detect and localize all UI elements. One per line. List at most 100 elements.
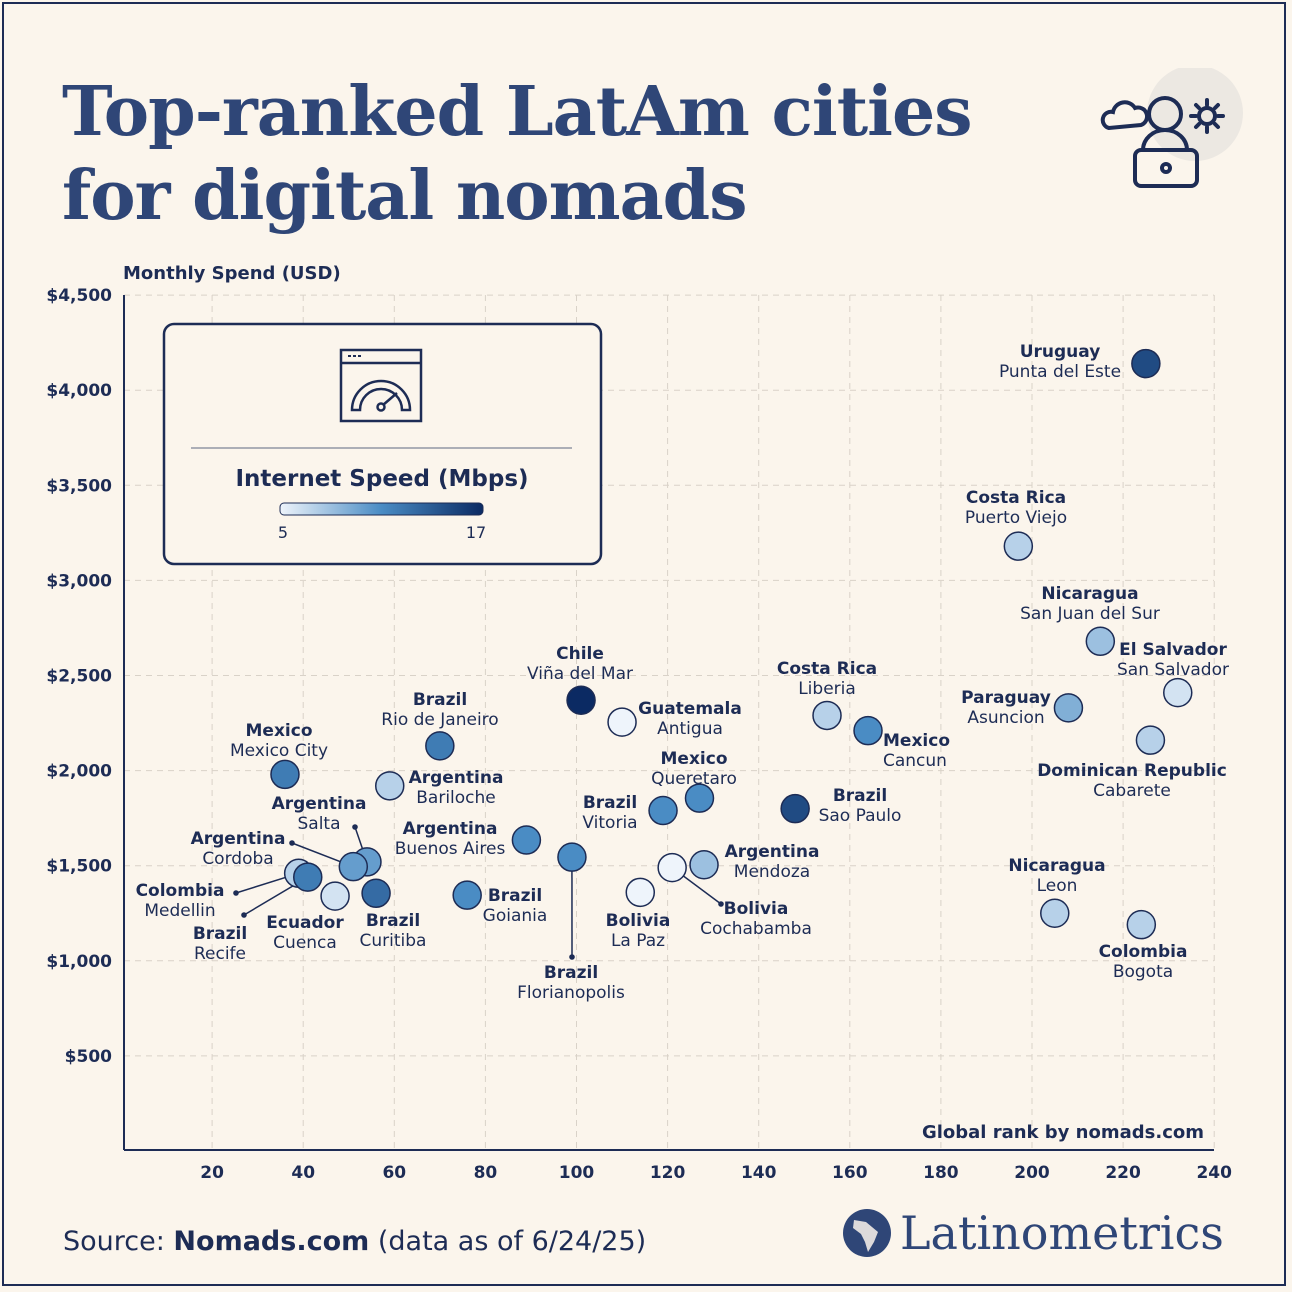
- point-city-label: Leon: [1037, 876, 1078, 896]
- point-city-label: Queretaro: [651, 769, 737, 789]
- legend-title: Internet Speed (Mbps): [235, 466, 528, 492]
- x-tick-label: 60: [382, 1163, 406, 1183]
- point-city-label: San Juan del Sur: [1020, 604, 1160, 624]
- brand-name: Latinometrics: [900, 1206, 1224, 1260]
- point-city-label: Bariloche: [416, 788, 496, 808]
- data-point[interactable]: [320, 881, 350, 911]
- point-country-label: Colombia: [136, 881, 225, 901]
- point-city-label: Salta: [297, 814, 340, 834]
- title-line-1: Top-ranked LatAm cities: [62, 72, 973, 152]
- x-tick-label: 20: [200, 1163, 224, 1183]
- data-point[interactable]: [1003, 531, 1034, 561]
- data-point[interactable]: [1053, 693, 1084, 723]
- point-city-label: Viña del Mar: [527, 664, 633, 684]
- x-tick-label: 160: [832, 1163, 868, 1183]
- x-tick-label: 220: [1105, 1163, 1141, 1183]
- data-point[interactable]: [374, 771, 405, 801]
- data-point[interactable]: [1135, 725, 1166, 755]
- data-point[interactable]: [1163, 677, 1193, 708]
- browser-speedometer-icon: [339, 348, 423, 423]
- leader-dot: [352, 824, 358, 830]
- point-country-label: Costa Rica: [777, 659, 877, 679]
- data-point[interactable]: [452, 880, 482, 910]
- data-point[interactable]: [338, 851, 369, 882]
- legend-color-bar: [279, 502, 484, 516]
- leader-dot: [241, 912, 247, 918]
- point-country-label: Brazil: [488, 886, 542, 906]
- point-city-label: La Paz: [611, 931, 665, 951]
- point-city-label: Buenos Aires: [395, 839, 506, 859]
- point-country-label: El Salvador: [1119, 640, 1227, 660]
- point-city-label: Cuenca: [273, 933, 337, 953]
- data-point[interactable]: [648, 795, 678, 826]
- point-city-label: Cochabamba: [700, 919, 812, 939]
- point-country-label: Brazil: [583, 793, 637, 813]
- source-suffix: (data as of 6/24/25): [369, 1226, 647, 1257]
- data-point[interactable]: [780, 793, 810, 824]
- point-country-label: Colombia: [1099, 942, 1188, 962]
- data-point[interactable]: [566, 685, 596, 715]
- y-tick-label: $2,000: [46, 762, 112, 782]
- data-point[interactable]: [1085, 626, 1116, 657]
- x-tick-label: 80: [474, 1163, 498, 1183]
- point-country-label: Brazil: [544, 963, 598, 983]
- x-tick-label: 180: [923, 1163, 959, 1183]
- point-country-label: Chile: [556, 644, 604, 664]
- point-city-label: Puerto Viejo: [965, 508, 1067, 528]
- point-country-label: Brazil: [193, 924, 247, 944]
- y-axis-label: Monthly Spend (USD): [123, 263, 341, 284]
- data-point[interactable]: [1040, 898, 1070, 928]
- point-country-label: Argentina: [191, 829, 286, 849]
- leader-dot: [718, 901, 724, 907]
- point-city-label: Medellin: [144, 901, 215, 921]
- latin-america-map-logo-icon: [843, 1209, 891, 1257]
- data-points: [270, 348, 1193, 940]
- point-city-label: Recife: [194, 944, 246, 964]
- data-point[interactable]: [812, 700, 842, 731]
- data-point[interactable]: [657, 852, 687, 883]
- point-city-label: Mendoza: [734, 862, 810, 882]
- point-country-label: Argentina: [725, 842, 820, 862]
- point-country-label: Paraguay: [961, 688, 1051, 708]
- color-legend: Internet Speed (Mbps) 5 17: [162, 322, 603, 566]
- point-country-label: Dominican Republic: [1037, 761, 1227, 781]
- brand-logo: Latinometrics: [842, 1206, 1224, 1260]
- data-point[interactable]: [425, 731, 455, 761]
- data-point[interactable]: [1131, 348, 1161, 379]
- source-prefix: Source:: [63, 1226, 174, 1257]
- leader-dot: [289, 840, 295, 846]
- legend-max-label: 17: [466, 523, 486, 542]
- y-tick-label: $3,000: [46, 571, 112, 591]
- point-city-label: Florianopolis: [517, 983, 625, 1003]
- point-city-label: San Salvador: [1117, 660, 1229, 680]
- point-country-label: Mexico: [661, 749, 728, 769]
- point-city-label: Cancun: [883, 751, 947, 771]
- data-point[interactable]: [689, 849, 719, 880]
- data-point[interactable]: [853, 715, 883, 746]
- point-city-label: Rio de Janeiro: [381, 710, 498, 730]
- point-country-label: Bolivia: [724, 899, 789, 919]
- data-point[interactable]: [625, 877, 656, 908]
- data-point[interactable]: [361, 878, 391, 909]
- data-point[interactable]: [607, 707, 637, 737]
- title-line-2: for digital nomads: [62, 156, 747, 236]
- point-city-label: Bogota: [1113, 962, 1173, 982]
- point-city-label: Cabarete: [1093, 781, 1171, 801]
- data-point[interactable]: [557, 842, 587, 872]
- x-tick-label: 240: [1196, 1163, 1232, 1183]
- data-point[interactable]: [270, 759, 300, 790]
- x-tick-label: 40: [291, 1163, 315, 1183]
- point-country-label: Ecuador: [266, 913, 344, 933]
- x-tick-label: 200: [1014, 1163, 1050, 1183]
- data-point[interactable]: [293, 862, 323, 892]
- source-link[interactable]: Nomads.com: [173, 1226, 370, 1257]
- data-point[interactable]: [511, 825, 542, 855]
- data-point[interactable]: [684, 783, 715, 813]
- point-city-label: Curitiba: [360, 931, 427, 951]
- point-country-label: Argentina: [403, 819, 498, 839]
- point-country-label: Argentina: [409, 768, 504, 788]
- data-point[interactable]: [1126, 909, 1157, 940]
- point-country-label: Nicaragua: [1041, 584, 1138, 604]
